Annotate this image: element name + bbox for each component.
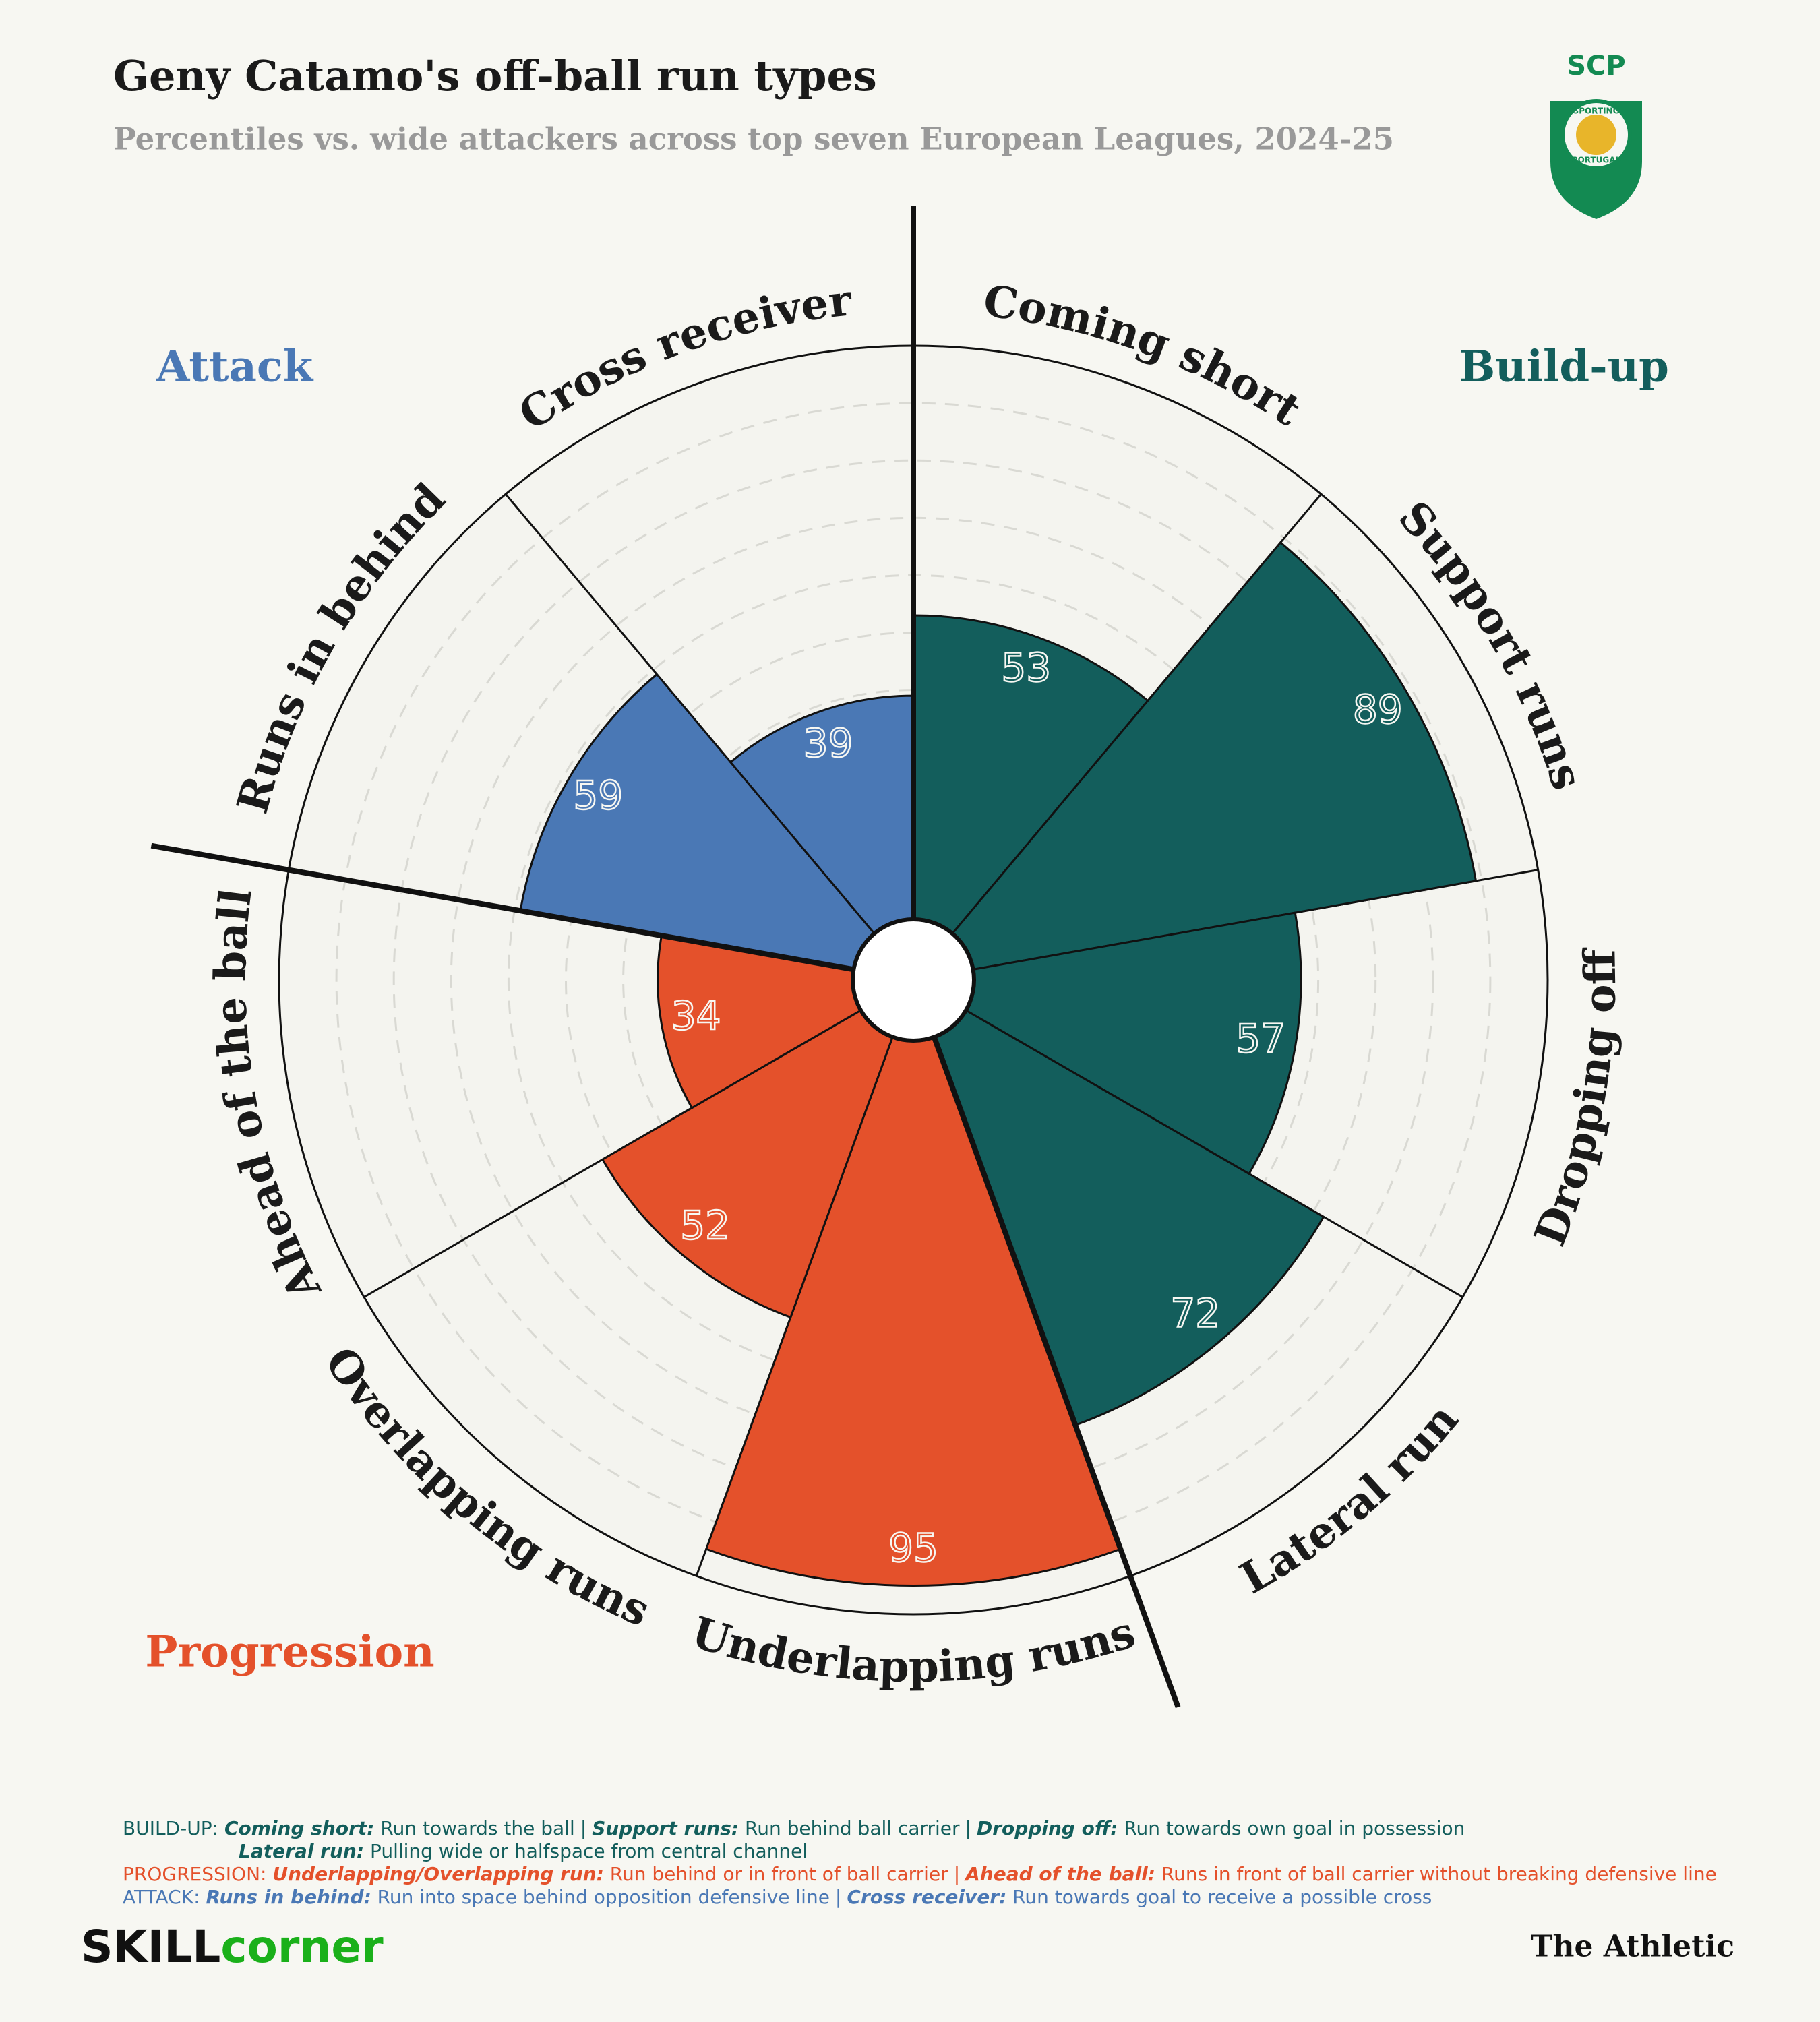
note-group: PROGRESSION: xyxy=(123,1863,267,1885)
note-term: Underlapping/Overlapping run: xyxy=(272,1863,604,1885)
note-separator: | xyxy=(953,1863,961,1885)
logo-ring-text: SPORTING xyxy=(1573,106,1620,116)
note-separator: | xyxy=(835,1886,842,1908)
value-label: 89 xyxy=(1353,686,1403,732)
note-separator: | xyxy=(965,1817,971,1839)
footer-brand: The Athletic xyxy=(1531,1930,1734,1964)
club-logo: SCP SPORTING PORTUGAL xyxy=(1550,51,1642,219)
note-term: Coming short: xyxy=(224,1817,375,1839)
value-label: 72 xyxy=(1170,1291,1220,1337)
category-label-path: Underlapping runs xyxy=(686,1607,1141,1692)
logo-lion xyxy=(1576,115,1616,155)
group-separator xyxy=(932,1036,1181,1709)
group-label: Progression xyxy=(145,1627,434,1678)
notes: BUILD-UP: Coming short: Run towards the … xyxy=(123,1817,1717,1909)
value-label: 34 xyxy=(671,993,721,1039)
note-line: ATTACK: Runs in behind: Run into space b… xyxy=(123,1886,1717,1909)
value-label: 52 xyxy=(680,1202,730,1248)
group-label: Build-up xyxy=(1459,342,1669,392)
group-label: Attack xyxy=(156,342,314,392)
note-text: Run behind ball carrier xyxy=(745,1817,960,1839)
footer-logo-b: corner xyxy=(220,1921,384,1973)
note-text: Pulling wide or halfspace from central c… xyxy=(369,1840,808,1862)
note-group: ATTACK: xyxy=(123,1886,200,1908)
chart-subtitle: Percentiles vs. wide attackers across to… xyxy=(113,121,1394,157)
note-text: Runs in front of ball carrier without br… xyxy=(1161,1863,1717,1885)
note-text: Run towards goal to receive a possible c… xyxy=(1012,1886,1432,1908)
note-text: Run into space behind opposition defensi… xyxy=(377,1886,830,1908)
note-text: Run behind or in front of ball carrier xyxy=(609,1863,948,1885)
grid-ring xyxy=(392,459,1434,1501)
category-label: Underlapping runs xyxy=(686,1607,1141,1692)
note-line: Lateral run: Pulling wide or halfspace f… xyxy=(123,1840,1717,1863)
value-label: 59 xyxy=(573,772,623,818)
logo-text: SCP xyxy=(1567,51,1625,82)
note-term: Dropping off: xyxy=(976,1817,1118,1839)
note-term: Lateral run: xyxy=(239,1840,365,1862)
value-label: 95 xyxy=(888,1525,938,1571)
note-term: Ahead of the ball: xyxy=(965,1863,1155,1885)
footer-logo: SKILLcorner xyxy=(81,1921,384,1973)
note-term: Support runs: xyxy=(592,1817,739,1839)
value-label: 57 xyxy=(1236,1016,1285,1062)
note-term: Runs in behind: xyxy=(206,1886,371,1908)
value-label: 39 xyxy=(803,721,853,766)
chart-title: Geny Catamo's off-ball run types xyxy=(113,51,877,100)
note-separator: | xyxy=(580,1817,587,1839)
group-separator xyxy=(150,842,855,973)
footer-logo-a: SKILL xyxy=(81,1921,220,1973)
note-line: BUILD-UP: Coming short: Run towards the … xyxy=(123,1817,1717,1840)
center-hole xyxy=(851,917,976,1043)
note-group: BUILD-UP: xyxy=(123,1817,219,1839)
note-line: PROGRESSION: Underlapping/Overlapping ru… xyxy=(123,1863,1717,1886)
note-text: Run towards the ball xyxy=(380,1817,575,1839)
note-text: Run towards own goal in possession xyxy=(1124,1817,1465,1839)
logo-ring-text: PORTUGAL xyxy=(1572,156,1621,165)
value-label: 53 xyxy=(1001,645,1051,691)
note-term: Cross receiver: xyxy=(847,1886,1007,1908)
